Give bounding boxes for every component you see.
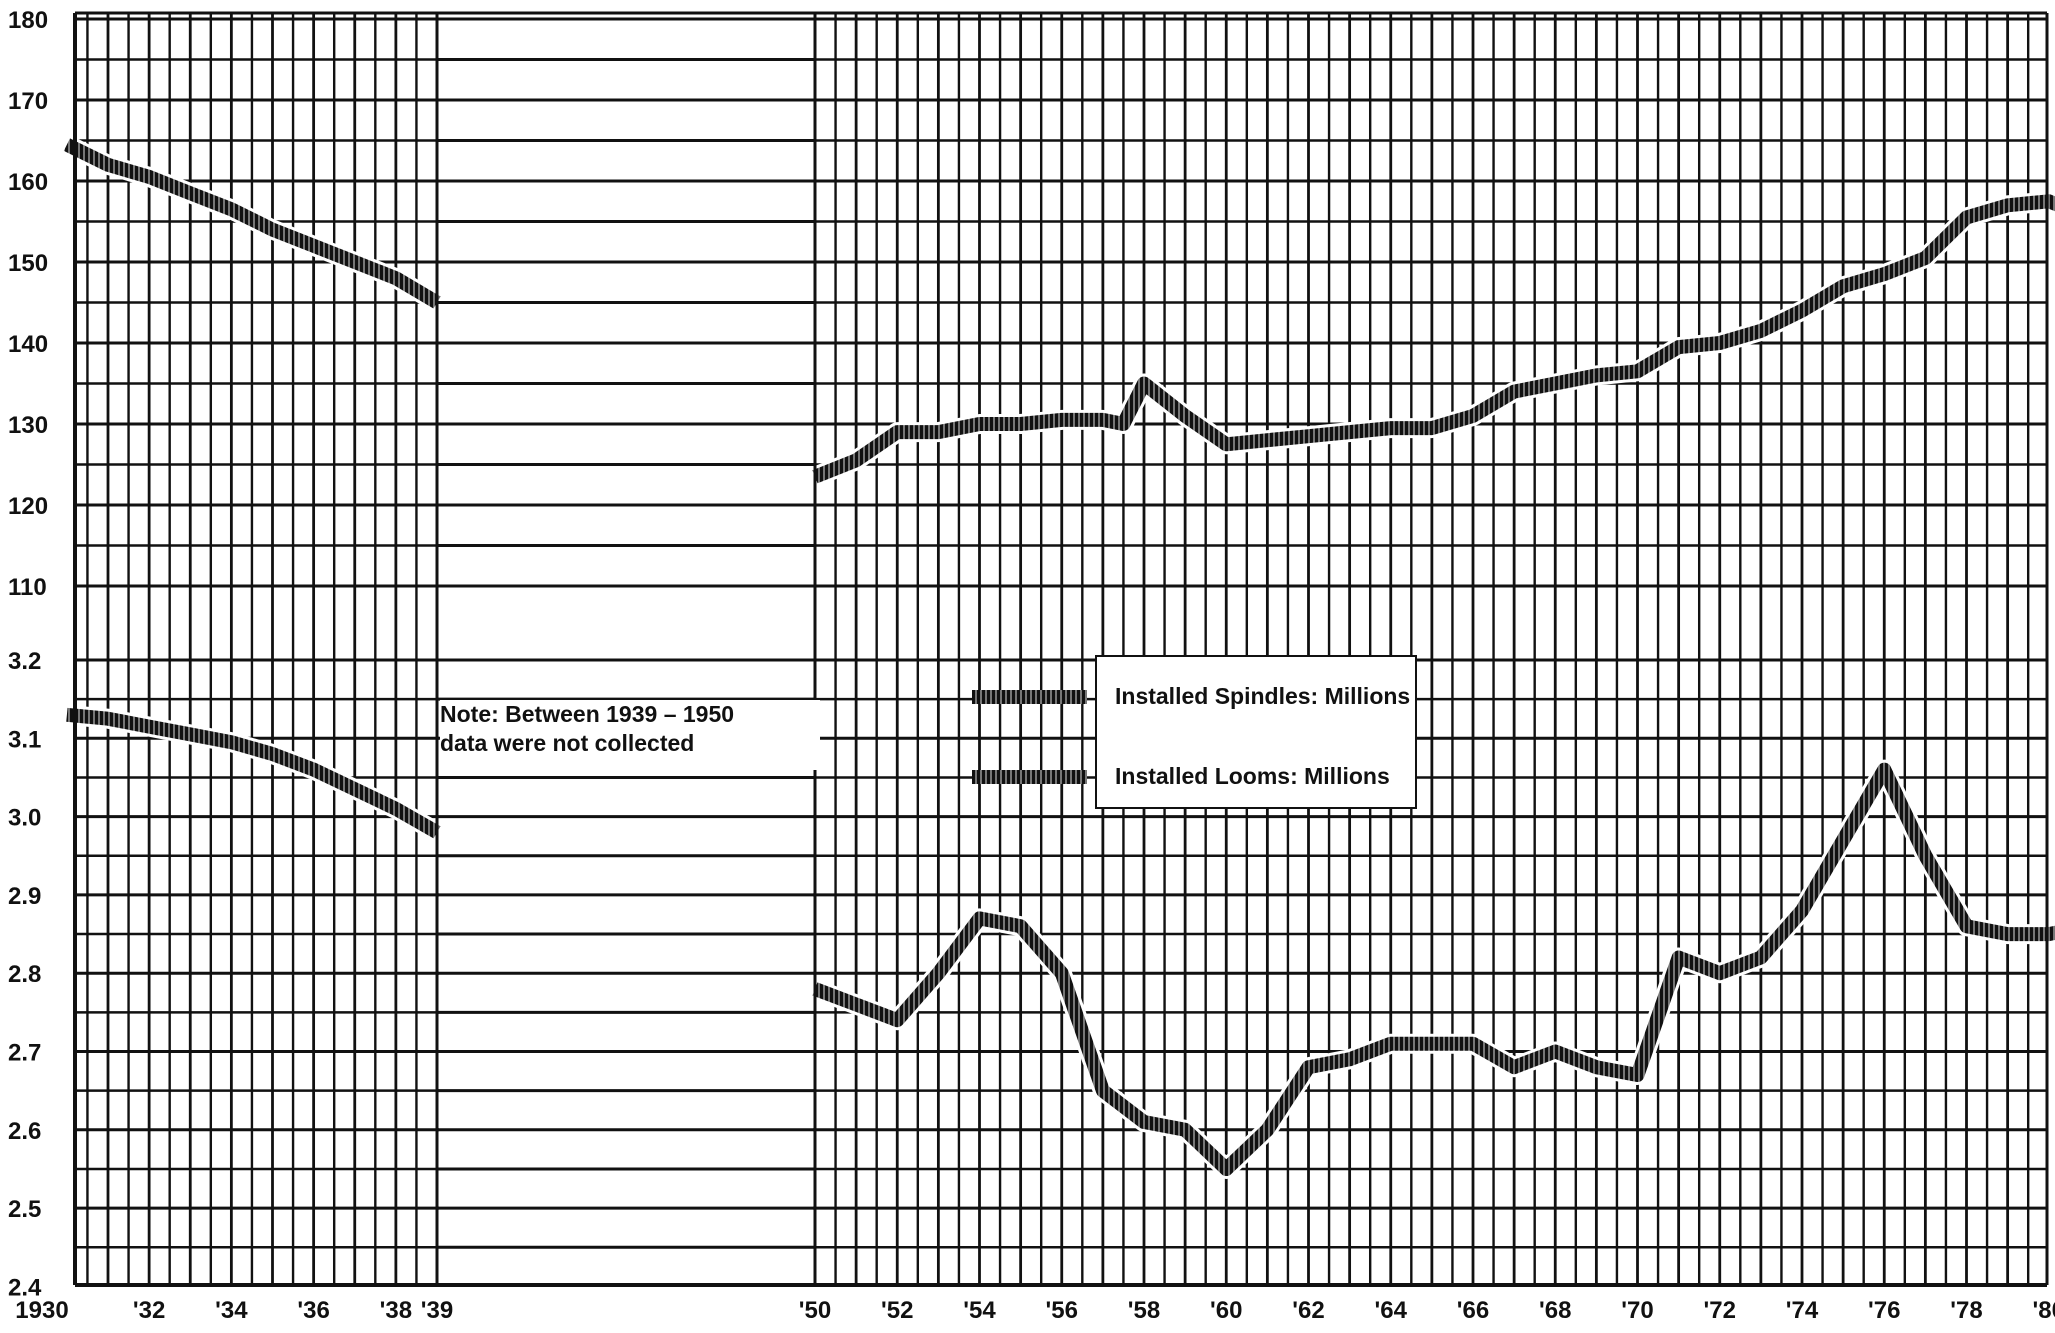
series-lines (62, 135, 2055, 1179)
note-line-1: Note: Between 1939 – 1950 (440, 701, 735, 727)
x-tick-label: 1930 (15, 1297, 68, 1324)
x-tick-label: '36 (297, 1297, 329, 1324)
x-tick-label: '56 (1046, 1297, 1078, 1324)
y-tick-label: 2.7 (8, 1040, 41, 1067)
y-tick-label: 2.4 (8, 1274, 42, 1301)
spindles-line (63, 138, 441, 309)
x-tick-label: '38 (380, 1297, 412, 1324)
looms-line (812, 762, 2055, 1176)
x-tick-label: '66 (1457, 1297, 1489, 1324)
y-tick-label: 110 (8, 574, 47, 601)
x-tick-label: '70 (1621, 1297, 1653, 1324)
legend-swatch-looms (972, 769, 1087, 784)
y-tick-label: 2.9 (8, 883, 41, 910)
y-tick-label: 130 (8, 412, 48, 439)
x-tick-label: '52 (881, 1297, 913, 1324)
x-tick-label: '54 (963, 1297, 996, 1324)
x-tick-label: '80 (2033, 1297, 2055, 1324)
y-tick-label: 120 (8, 493, 48, 520)
x-tick-label: '58 (1128, 1297, 1160, 1324)
x-tick-label: '76 (1868, 1297, 1900, 1324)
spindles-line (812, 194, 2055, 484)
note-annotation: Note: Between 1939 – 1950 data were not … (440, 700, 820, 770)
legend-swatch-spindles (972, 689, 1087, 704)
legend-label-looms: Installed Looms: Millions (1115, 763, 1390, 789)
legend-item-spindles: Installed Spindles: Millions (972, 683, 1410, 710)
x-tick-label: '34 (215, 1297, 248, 1324)
note-line-2: data were not collected (440, 730, 695, 756)
y-tick-label: 2.6 (8, 1118, 41, 1145)
legend-label-spindles: Installed Spindles: Millions (1115, 683, 1411, 709)
x-tick-label: '50 (799, 1297, 831, 1324)
x-tick-label: '32 (133, 1297, 165, 1324)
x-tick-label: '68 (1539, 1297, 1571, 1324)
x-tick-label: '78 (1950, 1297, 1982, 1324)
x-tick-label: '74 (1786, 1297, 1819, 1324)
looms-line (66, 707, 441, 839)
y-tick-label: 2.5 (8, 1196, 41, 1223)
y-tick-label: 140 (8, 331, 48, 358)
x-tick-label: '72 (1704, 1297, 1736, 1324)
y-tick-label: 3.0 (8, 805, 41, 832)
legend-item-looms: Installed Looms: Millions (972, 763, 1390, 790)
x-tick-label: '62 (1292, 1297, 1324, 1324)
y-tick-label: 170 (8, 88, 48, 115)
y-tick-label: 2.8 (8, 961, 41, 988)
axes: 180 170 160 150 140 130 120 110 3.2 3.1 3.0 2.9 2.8 2… (8, 7, 2055, 1324)
x-tick-label: '64 (1375, 1297, 1408, 1324)
grid (75, 13, 2047, 1285)
y-tick-label: 180 (8, 7, 48, 34)
y-tick-label: 160 (8, 169, 48, 196)
x-tick-label: '39 (421, 1297, 453, 1324)
x-tick-label: '60 (1210, 1297, 1242, 1324)
gap-region (439, 13, 813, 1285)
y-tick-label: 3.2 (8, 648, 41, 675)
legend: Installed Spindles: Millions Installed L… (972, 655, 1417, 809)
y-tick-label: 3.1 (8, 726, 41, 753)
y-tick-label: 150 (8, 250, 48, 277)
